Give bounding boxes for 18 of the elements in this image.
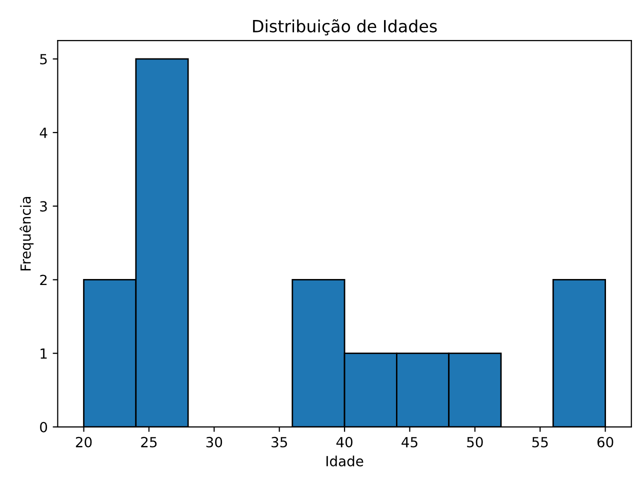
x-tick-label: 50 bbox=[467, 436, 483, 448]
x-axis-title: Idade bbox=[326, 456, 364, 466]
x-tick-label: 55 bbox=[532, 437, 548, 448]
x-tick-label: 45 bbox=[402, 437, 418, 448]
x-tick-label: 20 bbox=[76, 436, 92, 448]
y-tick-label: 4 bbox=[40, 128, 48, 138]
x-tick-label: 30 bbox=[206, 436, 222, 448]
x-tick-label: 60 bbox=[597, 436, 614, 448]
y-tick-label: 1 bbox=[40, 348, 47, 359]
y-tick-label: 5 bbox=[40, 54, 47, 64]
y-tick-label: 0 bbox=[40, 422, 48, 432]
y-tick-label: 2 bbox=[40, 274, 47, 286]
chart-title: Distribuição de Idades bbox=[253, 19, 437, 36]
x-tick-label: 35 bbox=[272, 436, 287, 448]
y-tick-label: 3 bbox=[40, 201, 47, 212]
x-tick-label: 40 bbox=[336, 436, 352, 448]
x-tick-label: 25 bbox=[141, 436, 157, 448]
y-axis-title: Frequência bbox=[20, 197, 34, 270]
